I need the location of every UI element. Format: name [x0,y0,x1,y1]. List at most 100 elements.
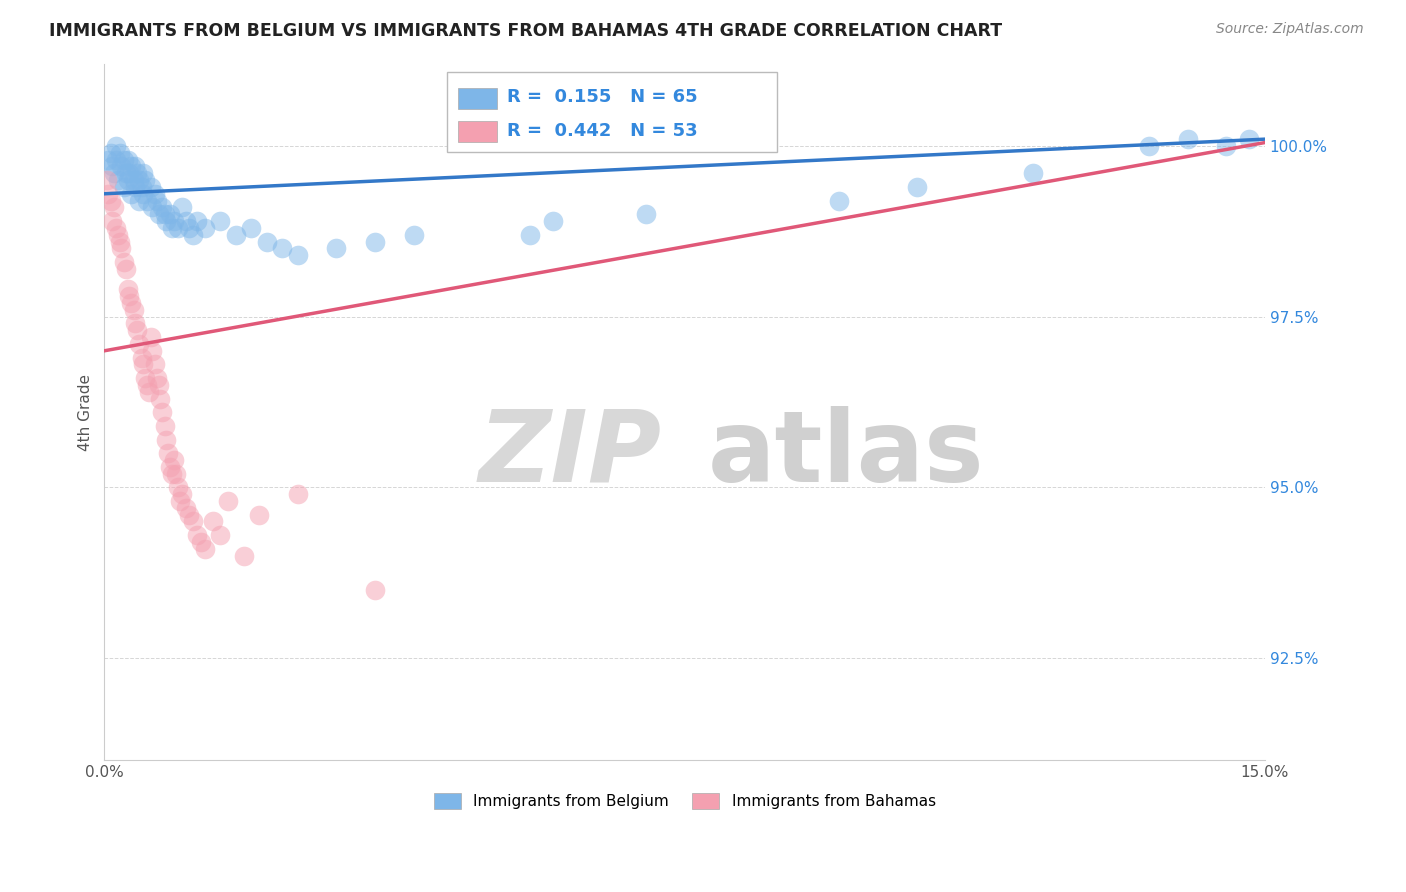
Point [148,378,170,392]
Point [108,145,131,160]
Point [120,160,142,174]
Point [240,220,263,235]
Point [364,582,387,597]
Point [148,207,170,221]
Point [118,166,141,180]
Point [100,145,122,160]
Point [141,343,163,358]
Point [143,358,166,372]
Point [124,160,146,174]
Point [159,207,181,221]
Point [139,330,162,344]
Point [101,160,124,174]
Point [232,549,254,563]
Point [402,227,425,242]
Text: Source: ZipAtlas.com: Source: ZipAtlas.com [1216,22,1364,37]
Point [174,214,197,228]
Text: R =  0.442   N = 53: R = 0.442 N = 53 [508,122,697,140]
Point [152,405,174,419]
Point [115,261,138,276]
Point [139,180,162,194]
Point [194,220,217,235]
Point [120,296,142,310]
Y-axis label: 4th Grade: 4th Grade [79,374,93,450]
Point [128,337,150,351]
Point [162,467,184,481]
Point [156,446,179,460]
Point [217,494,239,508]
Point [183,227,205,242]
Point [519,227,541,242]
Point [174,500,197,515]
Point [201,515,224,529]
Point [125,166,148,180]
Text: ZIP: ZIP [478,406,661,502]
Point [152,201,174,215]
Point [136,194,159,208]
Point [128,173,150,187]
Point [186,528,208,542]
Point [190,535,212,549]
Point [110,160,132,174]
Point [132,166,155,180]
Point [107,173,129,187]
Point [225,227,247,242]
Point [179,220,201,235]
Point [136,378,159,392]
Point [97,186,120,201]
Point [134,371,156,385]
Point [104,139,127,153]
Point [134,173,156,187]
Point [186,214,208,228]
Point [128,194,150,208]
Point [104,153,127,167]
Point [124,180,146,194]
Point [194,541,217,556]
Point [364,235,387,249]
Point [541,214,564,228]
Point [153,418,176,433]
Point [256,235,278,249]
Point [287,487,309,501]
Point [209,214,232,228]
Point [634,207,657,221]
Point [120,186,142,201]
Point [107,227,129,242]
Point [828,194,851,208]
Text: IMMIGRANTS FROM BELGIUM VS IMMIGRANTS FROM BAHAMAS 4TH GRADE CORRELATION CHART: IMMIGRANTS FROM BELGIUM VS IMMIGRANTS FR… [49,22,1002,40]
Point [132,358,155,372]
Point [141,201,163,215]
Point [146,194,169,208]
Legend: Immigrants from Belgium, Immigrants from Bahamas: Immigrants from Belgium, Immigrants from… [427,788,942,815]
Point [131,180,153,194]
Point [122,302,145,317]
Point [1022,166,1045,180]
FancyBboxPatch shape [447,72,778,153]
Point [100,194,122,208]
Point [170,487,193,501]
Point [155,214,177,228]
Text: R =  0.155   N = 65: R = 0.155 N = 65 [508,88,697,106]
Point [97,153,120,167]
Point [167,480,190,494]
Point [117,282,139,296]
Point [287,248,309,262]
Point [146,371,169,385]
Point [117,153,139,167]
Point [159,459,181,474]
Point [124,317,146,331]
Point [112,255,135,269]
Point [170,201,193,215]
Point [1215,139,1237,153]
Point [103,201,125,215]
Point [163,453,186,467]
Point [112,180,135,194]
Point [143,186,166,201]
Point [131,351,153,365]
Text: atlas: atlas [707,406,984,502]
Point [209,528,232,542]
Point [1239,132,1261,146]
FancyBboxPatch shape [458,121,496,142]
Point [183,515,205,529]
Point [167,220,190,235]
